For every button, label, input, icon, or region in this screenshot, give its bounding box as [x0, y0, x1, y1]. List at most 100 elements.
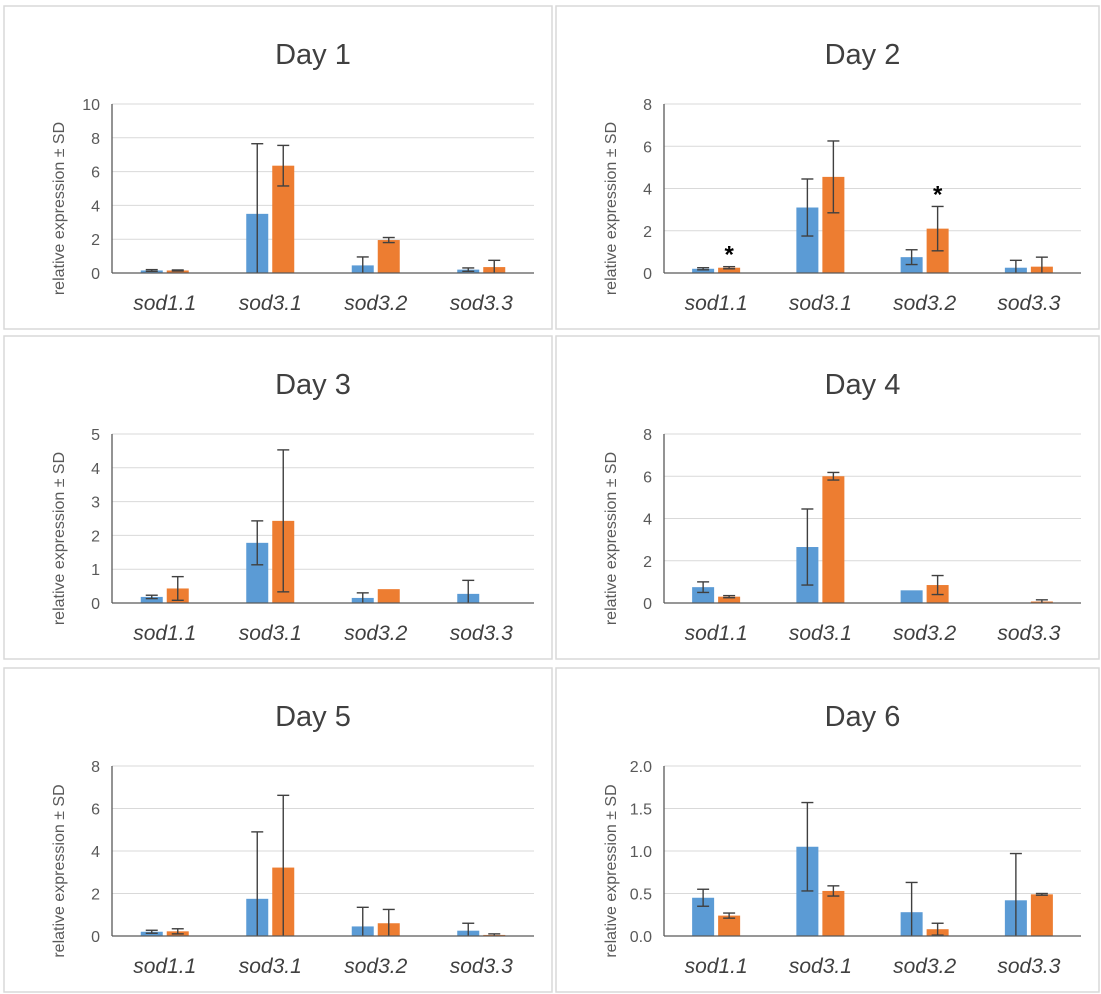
y-axis-label: relative expression ± SD [51, 452, 68, 625]
y-axis-label: relative expression ± SD [51, 784, 68, 957]
y-tick-label: 3 [91, 495, 100, 512]
bar-blue [140, 596, 163, 603]
x-tick-label: sod3.2 [893, 955, 956, 978]
bar-blue [246, 542, 269, 603]
panel-border [3, 667, 553, 993]
y-tick-label: 8 [91, 131, 100, 148]
y-tick-label: 4 [643, 182, 652, 199]
y-tick-label: 4 [91, 198, 100, 215]
bar-orange [822, 476, 845, 603]
y-axis-label: relative expression ± SD [603, 452, 620, 625]
x-tick-label: sod3.3 [997, 622, 1060, 645]
chart-title: Day 6 [825, 701, 901, 733]
significance-marker: * [933, 181, 943, 208]
bar-blue [692, 897, 715, 936]
y-tick-label: 8 [91, 759, 100, 776]
y-tick-label: 0 [91, 596, 100, 613]
bar-blue [900, 590, 923, 603]
chart-panel-4: Day 4 relative expression ± SD 0 2 4 6 8 sod1.1… [555, 335, 1100, 660]
y-tick-label: 2 [643, 224, 652, 241]
chart-title: Day 3 [275, 369, 351, 401]
x-tick-label: sod3.2 [344, 292, 407, 315]
y-tick-label: 2 [91, 528, 100, 545]
y-tick-label: 0.5 [630, 887, 652, 904]
y-tick-label: 6 [91, 802, 100, 819]
y-tick-label: 8 [643, 427, 652, 444]
x-tick-label: sod1.1 [133, 955, 196, 978]
bar-orange [822, 176, 845, 273]
panel-border [555, 5, 1100, 330]
panel-border [555, 667, 1100, 993]
bar-orange [718, 596, 741, 603]
y-tick-label: 0 [643, 596, 652, 613]
bar-orange [718, 267, 741, 273]
x-tick-label: sod3.3 [450, 292, 513, 315]
y-tick-label: 0 [91, 266, 100, 283]
y-tick-label: 2.0 [630, 759, 652, 776]
panel-border [555, 335, 1100, 660]
y-tick-label: 6 [643, 139, 652, 156]
bar-orange [718, 915, 741, 936]
x-tick-label: sod3.3 [450, 622, 513, 645]
y-axis-label: relative expression ± SD [603, 784, 620, 957]
bar-blue [796, 207, 819, 273]
chart-panel-6: Day 6 relative expression ± SD 0.0 0.5 1.0 1.… [555, 667, 1100, 993]
x-tick-label: sod3.3 [997, 955, 1060, 978]
y-tick-label: 2 [91, 232, 100, 249]
panel-border [3, 335, 553, 660]
y-tick-label: 4 [91, 461, 100, 478]
y-axis-label: relative expression ± SD [51, 122, 68, 295]
chart-title: Day 4 [825, 369, 901, 401]
y-tick-label: 2 [91, 887, 100, 904]
y-axis-label: relative expression ± SD [603, 122, 620, 295]
bar-orange [166, 270, 189, 273]
x-tick-label: sod1.1 [685, 292, 748, 315]
x-tick-label: sod3.1 [789, 292, 852, 315]
y-tick-label: 5 [91, 427, 100, 444]
x-tick-label: sod3.1 [239, 955, 302, 978]
y-tick-label: 0 [643, 266, 652, 283]
x-tick-label: sod3.2 [893, 292, 956, 315]
x-tick-label: sod3.1 [789, 955, 852, 978]
x-tick-label: sod3.2 [344, 622, 407, 645]
y-tick-label: 0.0 [630, 929, 652, 946]
x-tick-label: sod3.2 [344, 955, 407, 978]
y-tick-label: 6 [643, 469, 652, 486]
x-tick-label: sod3.1 [239, 292, 302, 315]
bar-blue [692, 587, 715, 603]
y-tick-label: 10 [82, 97, 100, 114]
y-tick-label: 0 [91, 929, 100, 946]
y-tick-label: 8 [643, 97, 652, 114]
y-tick-label: 6 [91, 165, 100, 182]
x-tick-label: sod3.3 [997, 292, 1060, 315]
chart-title: Day 2 [825, 39, 901, 71]
y-tick-label: 4 [91, 844, 100, 861]
x-tick-label: sod3.3 [450, 955, 513, 978]
x-tick-label: sod1.1 [685, 622, 748, 645]
bar-orange [377, 240, 400, 273]
chart-title: Day 1 [275, 39, 351, 71]
y-tick-label: 1 [91, 562, 100, 579]
chart-panel-1: Day 1 relative expression ± SD 0 2 4 6 8 10 sod1… [3, 5, 553, 330]
bar-orange [272, 165, 295, 273]
y-tick-label: 1.5 [630, 802, 652, 819]
x-tick-label: sod1.1 [133, 292, 196, 315]
chart-panel-2: Day 2 relative expression ± SD 0 2 4 6 8 sod1.1… [555, 5, 1100, 330]
y-tick-label: 1.0 [630, 844, 652, 861]
chart-panel-3: Day 3 relative expression ± SD 0 1 2 3 4 5 sod1.… [3, 335, 553, 660]
x-tick-label: sod3.1 [789, 622, 852, 645]
bar-blue [692, 268, 715, 273]
y-tick-label: 4 [643, 512, 652, 529]
chart-panel-5: Day 5 relative expression ± SD 0 2 4 6 8 sod1.1… [3, 667, 553, 993]
x-tick-label: sod1.1 [685, 955, 748, 978]
x-tick-label: sod1.1 [133, 622, 196, 645]
bar-orange [1030, 894, 1053, 936]
panel-border [3, 5, 553, 330]
significance-marker: * [724, 242, 734, 269]
bar-orange [822, 890, 845, 936]
y-tick-label: 2 [643, 554, 652, 571]
bar-orange [377, 589, 400, 603]
x-tick-label: sod3.2 [893, 622, 956, 645]
